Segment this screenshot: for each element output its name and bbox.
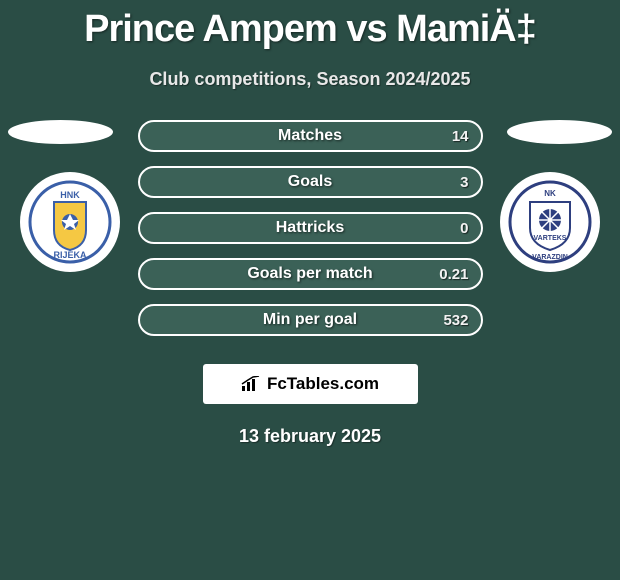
varteks-crest-icon: NK VARTEKS VARAZDIN [508,180,592,264]
stat-row: Hattricks 0 [138,212,483,244]
stats-list: Matches 14 Goals 3 Hattricks 0 Goals per… [138,120,483,336]
brand-badge: FcTables.com [203,364,418,404]
stat-label: Hattricks [192,219,429,237]
stat-label: Goals per match [192,265,429,283]
stat-right-value: 14 [429,128,469,145]
stat-right-value: 0 [429,220,469,237]
page-title: Prince Ampem vs MamiÄ‡ [0,0,620,51]
date-label: 13 february 2025 [0,426,620,447]
chart-icon [241,376,261,392]
subtitle: Club competitions, Season 2024/2025 [0,69,620,90]
rijeka-crest-icon: HNK RIJEKA [28,180,112,264]
stat-row: Goals 3 [138,166,483,198]
svg-text:NK: NK [544,189,556,198]
stat-row: Matches 14 [138,120,483,152]
stat-right-value: 532 [429,312,469,329]
right-ellipse [507,120,612,144]
left-ellipse [8,120,113,144]
stat-label: Goals [192,173,429,191]
stat-row: Min per goal 532 [138,304,483,336]
svg-text:VARTEKS: VARTEKS [534,235,567,242]
stat-right-value: 0.21 [429,266,469,283]
svg-text:HNK: HNK [60,190,80,200]
stat-row: Goals per match 0.21 [138,258,483,290]
left-club-badge: HNK RIJEKA [20,172,120,272]
stat-right-value: 3 [429,174,469,191]
right-club-badge: NK VARTEKS VARAZDIN [500,172,600,272]
brand-label: FcTables.com [267,374,379,394]
svg-text:RIJEKA: RIJEKA [53,250,87,260]
stat-label: Min per goal [192,311,429,329]
svg-text:VARAZDIN: VARAZDIN [532,254,568,261]
comparison-panel: HNK RIJEKA NK VARTEKS VARAZDIN Matches 1… [0,120,620,447]
stat-label: Matches [192,127,429,145]
